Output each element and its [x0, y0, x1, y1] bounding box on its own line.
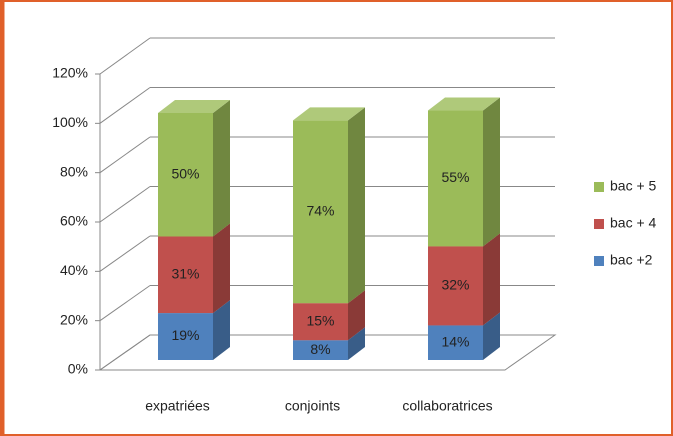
bar-front	[293, 340, 348, 360]
bar-top	[293, 107, 365, 121]
data-label: 32%	[441, 277, 469, 293]
legend-label: bac +2	[610, 252, 653, 268]
grid-line	[99, 285, 151, 322]
legend-swatch	[594, 182, 604, 192]
x-tick-label: collaboratrices	[402, 398, 492, 414]
bar-side	[483, 312, 500, 360]
bar-top	[428, 97, 500, 111]
data-label: 74%	[306, 203, 334, 219]
legend-swatch	[594, 219, 604, 229]
legend-swatch	[594, 256, 604, 266]
x-tick-label: conjoints	[285, 398, 340, 414]
grid-line	[99, 235, 151, 272]
y-tick-label: 40%	[60, 262, 88, 278]
bar-side	[213, 100, 230, 237]
bar-front	[428, 246, 483, 326]
bar-side	[213, 223, 230, 314]
y-tick-label: 120%	[52, 65, 88, 81]
grid-line	[99, 334, 151, 371]
bar-side	[483, 233, 500, 326]
data-label: 31%	[171, 265, 199, 281]
bar-front	[158, 113, 213, 237]
bar-front	[293, 120, 348, 304]
legend-label: bac + 5	[610, 178, 657, 194]
grid-line	[99, 136, 151, 174]
y-tick-label: 100%	[52, 114, 88, 130]
data-label: 15%	[306, 312, 334, 328]
y-tick-label: 0%	[68, 361, 88, 377]
bar-front	[158, 313, 213, 360]
bar-side	[348, 327, 365, 360]
bar-side	[483, 97, 500, 247]
bar-side	[348, 107, 365, 304]
legend-label: bac + 4	[610, 215, 657, 231]
data-label: 8%	[310, 341, 330, 357]
bar-front	[428, 110, 483, 247]
grid-line	[99, 37, 151, 75]
data-label: 14%	[441, 333, 469, 349]
bar-top	[158, 100, 230, 113]
data-label: 19%	[171, 327, 199, 343]
data-label: 55%	[441, 169, 469, 185]
bar-side	[348, 290, 365, 341]
bar-side	[213, 300, 230, 360]
bar-front	[428, 325, 483, 360]
x-tick-label: expatriées	[145, 398, 210, 414]
data-label: 50%	[171, 165, 199, 181]
y-tick-label: 80%	[60, 163, 88, 179]
grid-line	[99, 87, 151, 124]
y-tick-label: 60%	[60, 213, 88, 229]
bar-front	[293, 303, 348, 341]
bar-front	[158, 236, 213, 314]
y-tick-label: 20%	[60, 311, 88, 327]
grid-line	[99, 186, 151, 223]
